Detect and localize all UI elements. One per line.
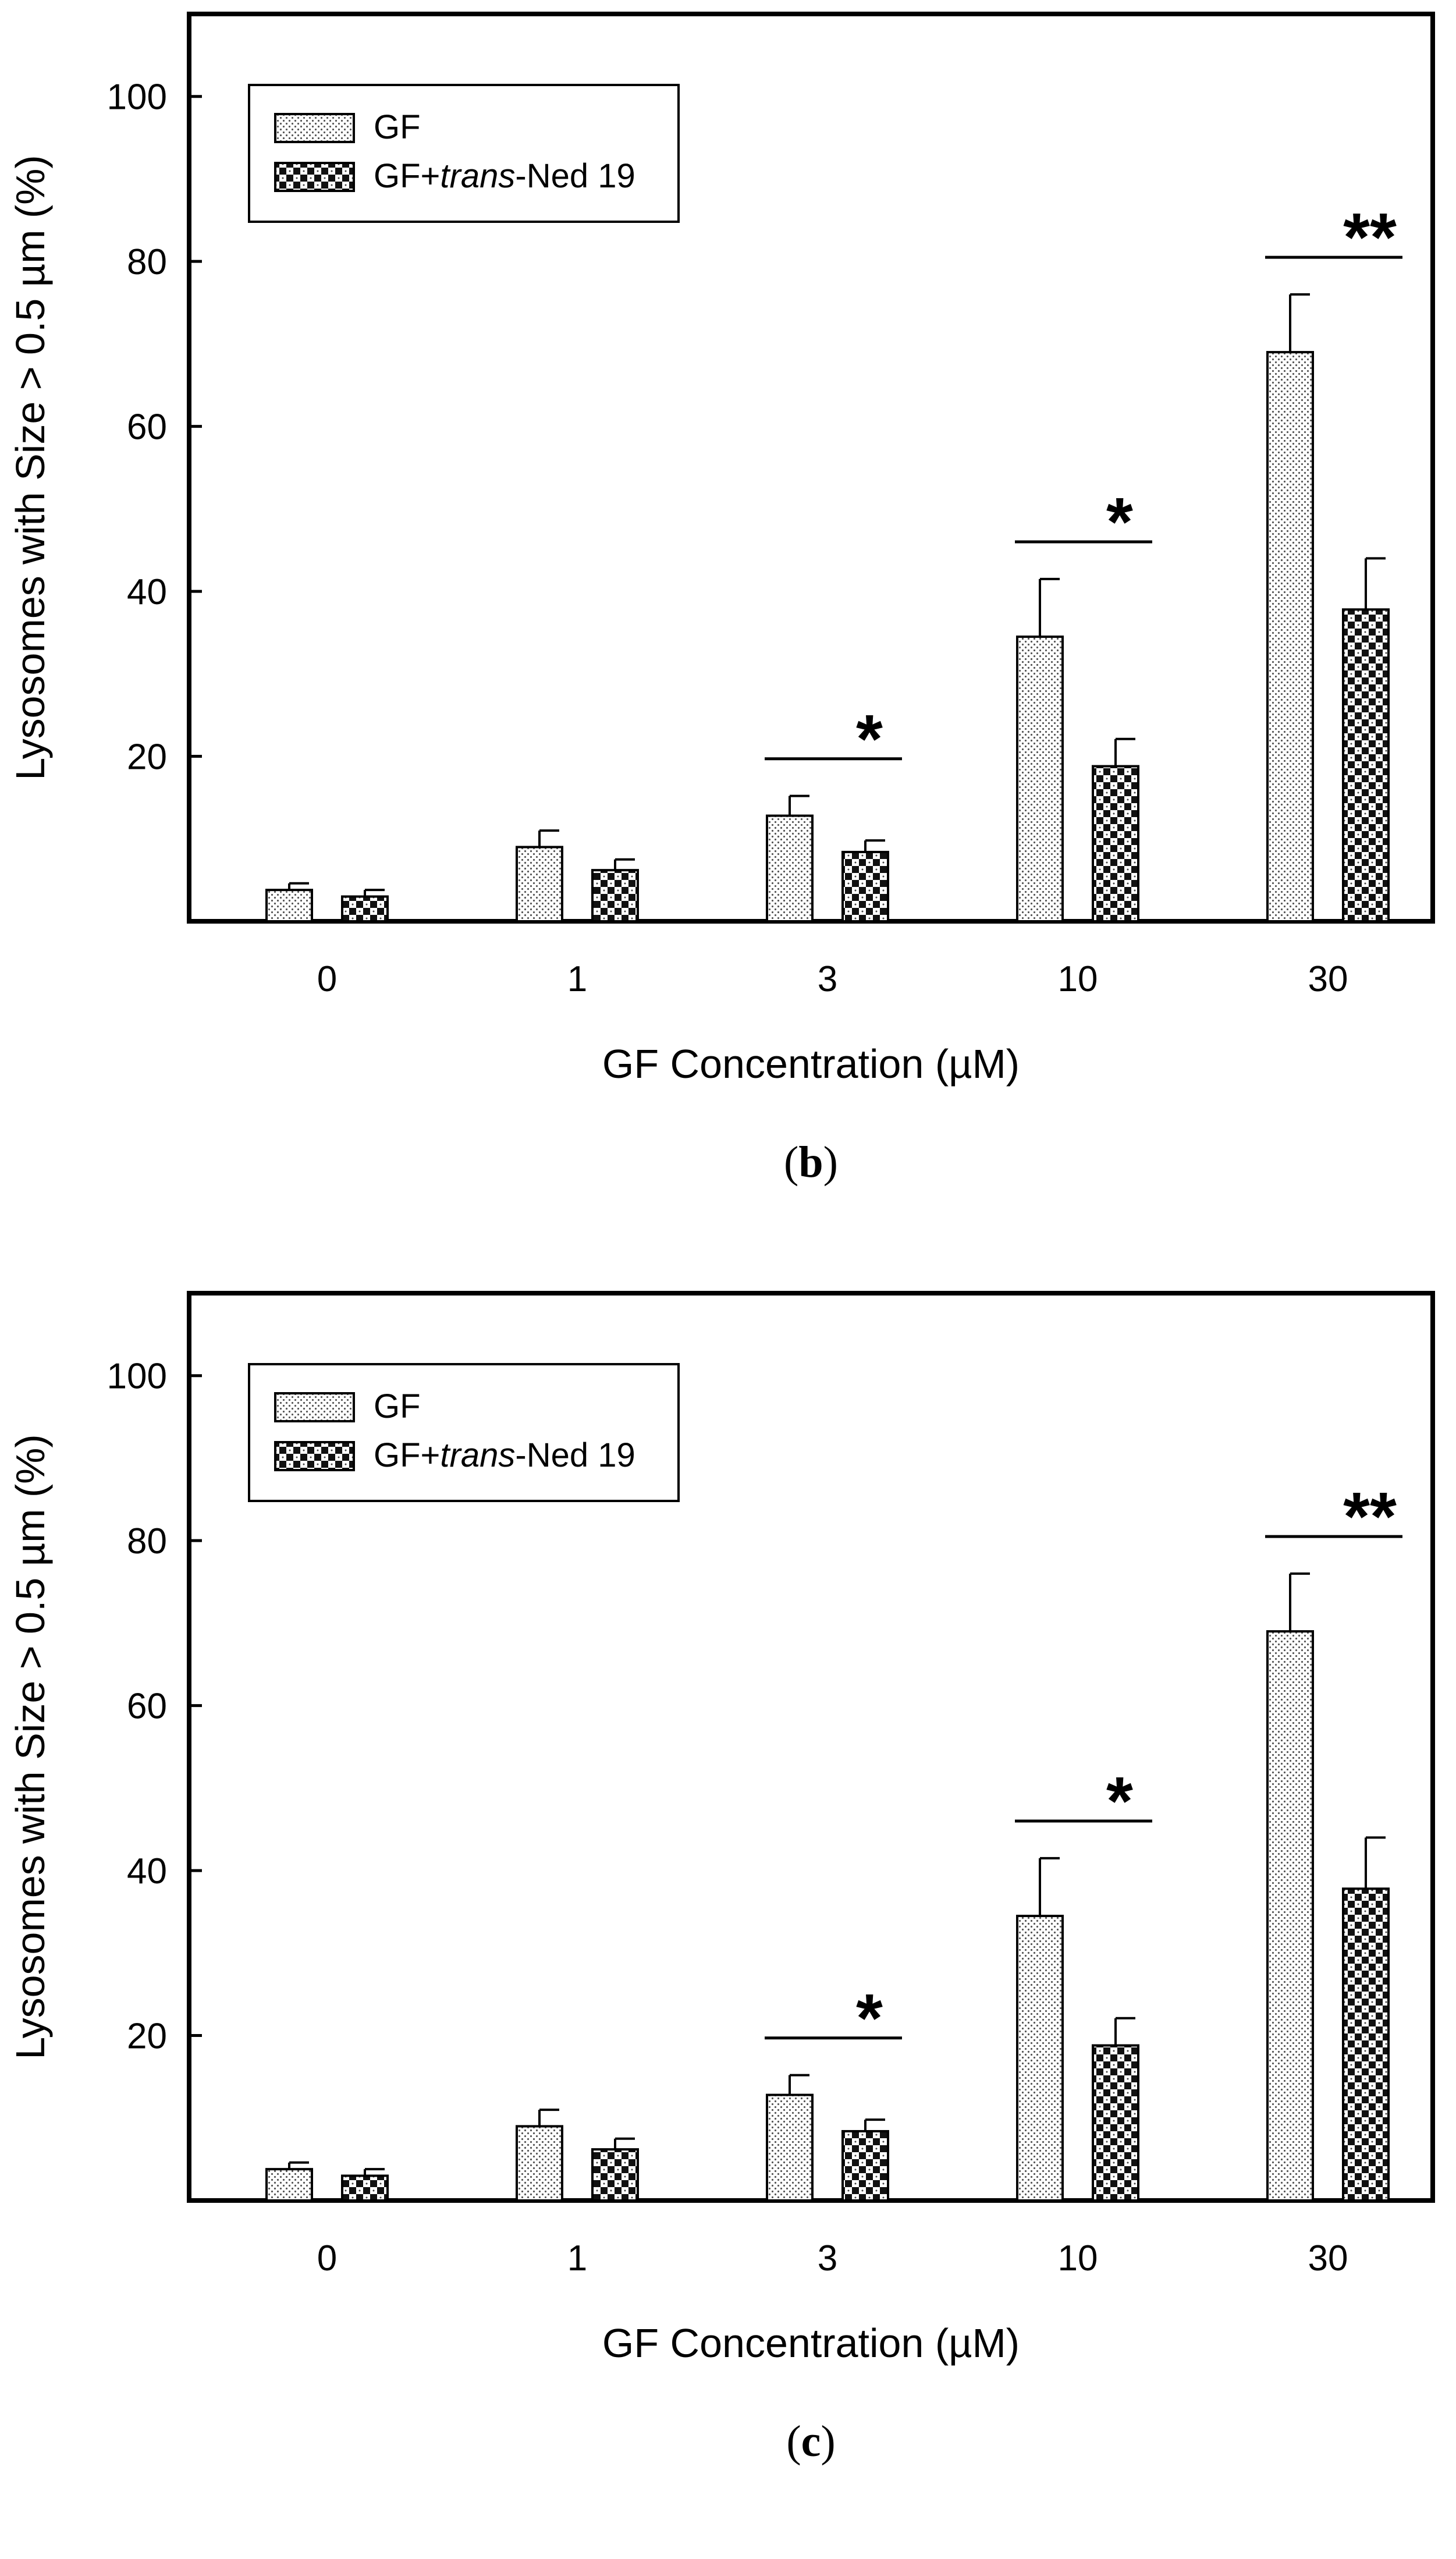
bar-gf-30 [1266,1630,1314,2202]
y-tick-label: 80 [127,242,167,282]
y-tick-label: 20 [127,737,167,778]
significance-marker: ** [1343,1478,1397,1555]
y-tick-label: 100 [107,77,167,118]
panel-label: (b) [784,1138,838,1187]
significance-marker: * [856,1980,883,2057]
y-tick-label: 40 [127,572,167,612]
y-tick-label: 40 [127,1851,167,1891]
x-axis-title: GF Concentration (µM) [602,2320,1020,2366]
y-axis-title: Lysosomes with Size > 0.5 µm (%) [8,1434,53,2059]
x-tick-label: 30 [1308,959,1348,999]
bar-gf-trans-ned19-10 [1092,2044,1139,2202]
bar-gf-0 [265,889,313,923]
x-tick-label: 1 [567,2238,587,2278]
y-tick-label: 20 [127,2017,167,2057]
x-tick-label: 0 [317,959,337,999]
bar-gf-trans-ned19-30 [1342,1887,1390,2202]
legend-swatch [274,162,355,192]
bar-gf-trans-ned19-0 [341,2174,389,2202]
bar-gf-1 [516,2125,563,2202]
bar-gf-3 [766,2093,814,2202]
legend-label: GF+trans-Ned 19 [374,157,635,195]
legend-label: GF [374,108,421,146]
x-tick-label: 3 [818,2238,837,2278]
bar-gf-trans-ned19-30 [1342,608,1390,922]
y-tick-label: 80 [127,1521,167,1561]
x-axis-title: GF Concentration (µM) [602,1041,1020,1087]
bar-gf-30 [1266,351,1314,922]
legend-box [248,1363,680,1502]
bar-gf-10 [1016,636,1064,922]
bar-gf-trans-ned19-3 [841,2129,889,2202]
y-tick-label: 100 [107,1357,167,1397]
bar-gf-trans-ned19-3 [841,850,889,923]
bar-gf-trans-ned19-1 [591,2148,639,2202]
bar-gf-0 [265,2168,313,2202]
chart-panel-c: 20 40 60 80 100 0 1 3 10 30 * * ** GF GF+trans-Ned 19 L… [0,1279,1456,2558]
bar-gf-10 [1016,1915,1064,2202]
significance-marker: * [1106,1763,1133,1840]
x-tick-label: 0 [317,2238,337,2278]
panel-label: (c) [786,2417,835,2466]
legend: GF GF+trans-Ned 19 [248,1363,680,1502]
legend-label: GF+trans-Ned 19 [374,1436,635,1474]
legend-box [248,84,680,223]
legend-label: GF [374,1387,421,1425]
significance-marker: * [1106,484,1133,560]
significance-marker: * [856,701,883,778]
chart-panel-b: 20 40 60 80 100 0 1 3 10 30 * * ** GF GF+trans-Ned 19 L… [0,0,1456,1279]
y-tick-label: 60 [127,1687,167,1727]
x-tick-label: 10 [1058,2238,1098,2278]
legend-swatch [274,113,355,143]
x-tick-label: 3 [818,959,837,999]
bar-gf-trans-ned19-10 [1092,765,1139,922]
bar-gf-3 [766,814,814,923]
significance-marker: ** [1343,199,1397,276]
y-tick-label: 60 [127,407,167,448]
bar-gf-trans-ned19-1 [591,869,639,923]
x-tick-label: 10 [1058,959,1098,999]
bar-gf-trans-ned19-0 [341,895,389,922]
legend-swatch [274,1392,355,1422]
bar-gf-1 [516,846,563,922]
x-tick-label: 30 [1308,2238,1348,2278]
legend-swatch [274,1441,355,1471]
y-axis-title: Lysosomes with Size > 0.5 µm (%) [8,155,53,780]
legend: GF GF+trans-Ned 19 [248,84,680,223]
x-tick-label: 1 [567,959,587,999]
